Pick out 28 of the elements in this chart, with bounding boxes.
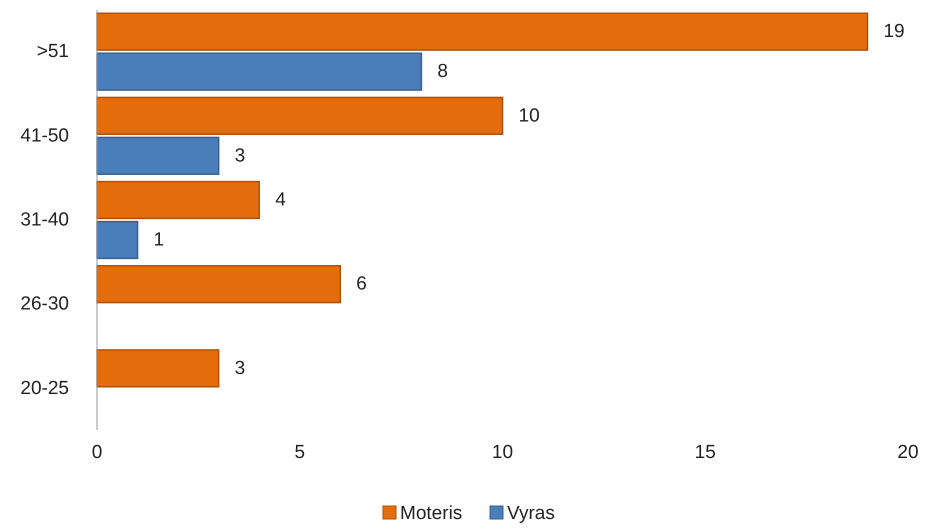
data-label: 1 <box>154 229 164 250</box>
data-label: 3 <box>234 358 246 379</box>
bar <box>96 12 868 51</box>
bar <box>96 96 504 135</box>
x-tick-label: 5 <box>294 442 306 463</box>
bar <box>96 52 422 91</box>
data-label: 19 <box>883 21 905 42</box>
data-label: 4 <box>275 190 286 211</box>
x-tick-label: 0 <box>92 442 102 463</box>
bar <box>96 180 260 220</box>
x-tick-label: 10 <box>492 442 514 463</box>
bar <box>96 265 342 304</box>
legend-label: Moteris <box>400 503 462 524</box>
data-label: 3 <box>234 145 246 166</box>
bar <box>96 220 138 260</box>
y-tick-label: 20-25 <box>20 378 69 399</box>
bar <box>96 349 220 388</box>
y-tick-label: >51 <box>36 41 69 62</box>
bar <box>96 136 220 175</box>
data-label: 10 <box>518 105 540 126</box>
legend-label: Vyras <box>507 503 555 524</box>
x-tick-label: 20 <box>897 442 919 463</box>
x-tick-label: 15 <box>694 442 716 463</box>
y-tick-label: 26-30 <box>20 294 69 315</box>
data-label: 8 <box>437 61 448 82</box>
y-tick-label: 41-50 <box>20 125 69 146</box>
data-label: 6 <box>356 274 367 295</box>
y-tick-label: 31-40 <box>20 210 69 230</box>
